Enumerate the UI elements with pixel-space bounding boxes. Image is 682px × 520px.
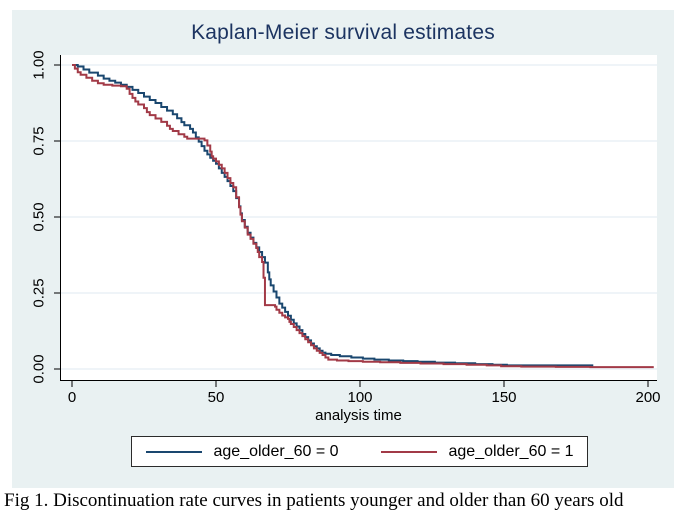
y-tick-label: 0.75 xyxy=(30,126,48,156)
x-tick-label: 50 xyxy=(207,389,225,406)
km-curve-1 xyxy=(72,64,654,369)
y-tick-label: 1.00 xyxy=(30,50,48,80)
legend: age_older_60 = 0 age_older_60 = 1 xyxy=(131,436,588,467)
y-tick-label: 0.25 xyxy=(30,278,48,308)
km-svg xyxy=(54,55,657,387)
plot-area: 0.00 0.25 0.50 0.75 1.00 0 50 100 150 200 analys… xyxy=(31,50,661,424)
figure: Kaplan-Meier survival estimates 0.00 0.25… xyxy=(12,10,674,488)
legend-line-swatch-maroon xyxy=(380,450,437,453)
x-tick-label: 150 xyxy=(491,389,517,406)
legend-label-group0: age_older_60 = 0 xyxy=(213,442,339,460)
y-tick-label: 0.00 xyxy=(30,354,48,384)
chart-title: Kaplan-Meier survival estimates xyxy=(191,21,495,44)
legend-line-swatch-navy xyxy=(145,450,202,453)
figure-caption: Fig 1. Discontinuation rate curves in pa… xyxy=(4,490,624,511)
legend-label-group1: age_older_60 = 1 xyxy=(448,442,574,460)
x-tick-label: 200 xyxy=(635,389,661,406)
km-curve-0 xyxy=(72,64,594,367)
x-axis-title: analysis time xyxy=(315,407,402,424)
x-tick-label: 100 xyxy=(347,389,373,406)
legend-entry-group0: age_older_60 = 0 xyxy=(145,442,339,461)
legend-entry-group1: age_older_60 = 1 xyxy=(380,442,574,461)
x-tick-label: 0 xyxy=(67,389,77,406)
y-tick-label: 0.50 xyxy=(30,202,48,232)
